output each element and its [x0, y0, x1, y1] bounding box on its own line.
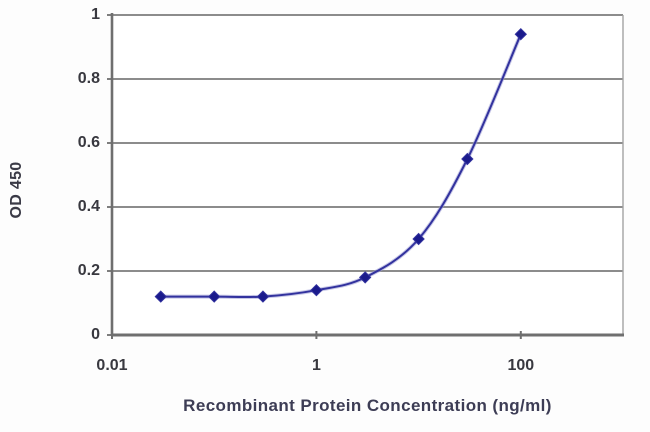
- data-point-marker: [514, 27, 528, 41]
- x-axis-title: Recombinant Protein Concentration (ng/ml…: [183, 396, 552, 415]
- data-point-marker: [310, 283, 323, 297]
- y-axis-title: OD 450: [8, 161, 25, 219]
- data-point-marker: [207, 290, 221, 303]
- plot-background: [112, 15, 623, 335]
- y-tick-label: 0: [91, 326, 100, 343]
- data-point-marker: [256, 290, 270, 303]
- data-point-marker: [461, 152, 474, 166]
- data-point-marker: [412, 232, 425, 246]
- x-tick-label: 100: [507, 357, 535, 374]
- data-point-marker: [358, 271, 372, 284]
- y-tick-label: 0.6: [77, 134, 100, 151]
- data-point-marker: [154, 290, 167, 303]
- y-tick-label: 0.2: [77, 262, 100, 279]
- y-tick-label: 0.4: [77, 198, 100, 215]
- x-tick-label: 1: [311, 357, 321, 374]
- y-tick-label: 0.8: [77, 70, 100, 87]
- y-tick-label: 1: [91, 6, 100, 23]
- x-tick-label: 0.01: [96, 357, 128, 374]
